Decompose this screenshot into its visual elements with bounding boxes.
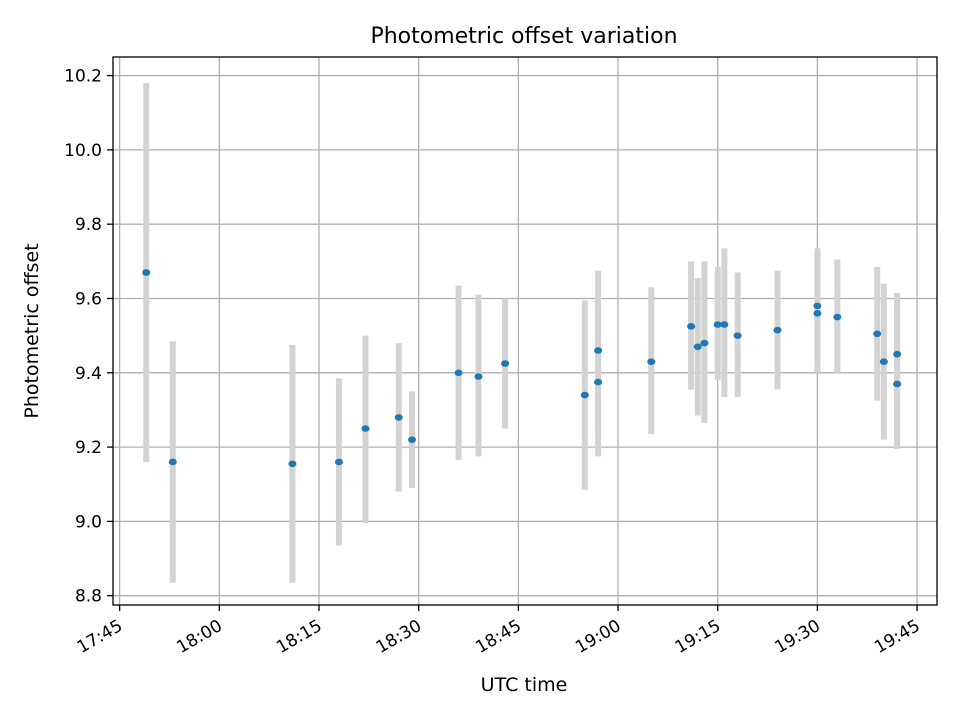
data-point xyxy=(720,321,729,328)
data-point xyxy=(879,358,888,365)
data-point xyxy=(168,458,177,466)
y-tick-label: 8.8 xyxy=(75,587,102,607)
data-point xyxy=(408,436,417,443)
data-point xyxy=(580,391,589,399)
data-point xyxy=(733,332,742,339)
y-tick-label: 9.6 xyxy=(75,289,102,309)
data-point xyxy=(454,369,463,377)
x-axis-title: UTC time xyxy=(481,674,568,696)
data-point xyxy=(873,330,882,338)
y-tick-label: 9.8 xyxy=(75,215,102,235)
data-point xyxy=(893,380,902,388)
plot-frame xyxy=(112,56,938,606)
data-point xyxy=(594,378,603,386)
data-point xyxy=(833,313,842,321)
data-point xyxy=(394,414,403,421)
y-axis-title: Photometric offset xyxy=(21,243,43,418)
data-point xyxy=(813,310,822,317)
data-point xyxy=(813,302,822,310)
data-point xyxy=(288,460,297,468)
data-point xyxy=(693,343,702,351)
y-axis: 8.8 9.0 9.2 9.4 9.6 9.8 10.0 10.2 xyxy=(64,67,113,607)
y-tick-label: 10.2 xyxy=(64,67,102,87)
y-tick-label: 10.0 xyxy=(64,141,102,161)
y-tick-label: 9.2 xyxy=(75,438,102,458)
data-point xyxy=(700,339,709,347)
data-point xyxy=(334,458,343,466)
data-point xyxy=(474,373,483,380)
data-point xyxy=(361,425,370,432)
data-point xyxy=(594,347,603,354)
data-point xyxy=(687,323,696,330)
y-tick-label: 9.4 xyxy=(75,364,102,384)
chart-title: Photometric offset variation xyxy=(370,24,677,49)
grid xyxy=(113,57,937,605)
data-point xyxy=(773,326,782,334)
data-point xyxy=(893,350,902,358)
data-point xyxy=(501,360,510,367)
y-tick-label: 9.0 xyxy=(75,512,102,532)
data-point xyxy=(142,269,151,276)
data-point xyxy=(647,358,656,365)
data-points xyxy=(142,269,902,468)
data-point xyxy=(713,321,722,328)
